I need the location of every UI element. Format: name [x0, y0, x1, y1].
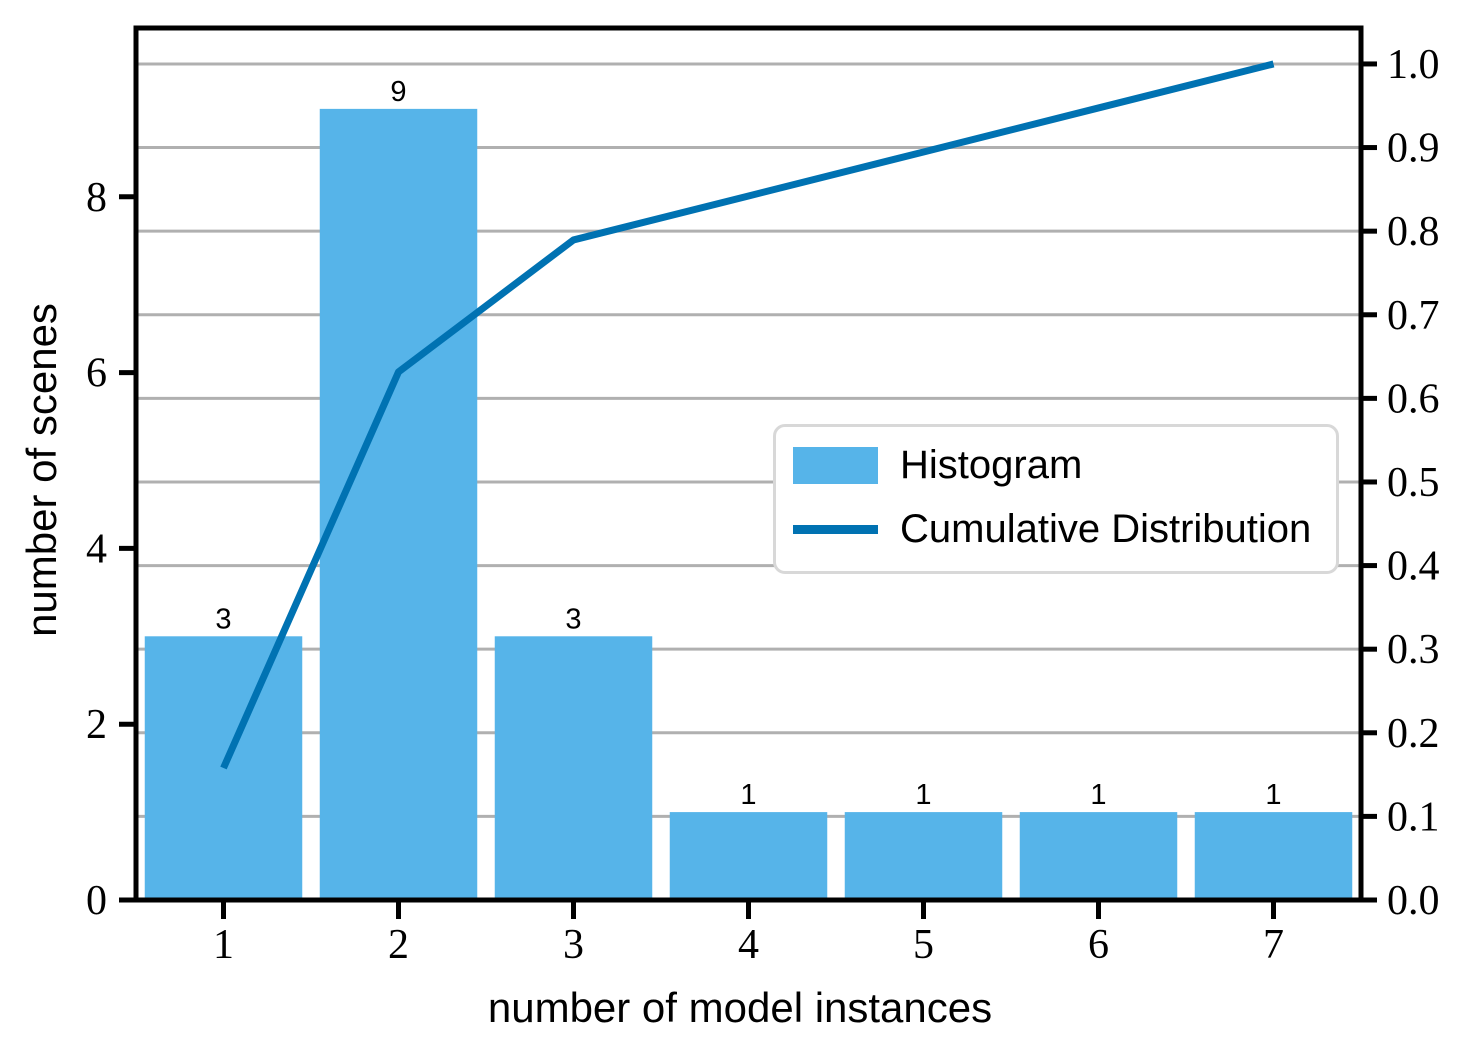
legend-item-histogram: Histogram [793, 433, 1336, 497]
x-tick-label: 1 [213, 922, 234, 968]
x-tick-label: 5 [913, 922, 934, 968]
y-tick-label-right: 0.2 [1387, 711, 1440, 757]
legend: Histogram Cumulative Distribution [773, 424, 1339, 574]
x-tick-label: 7 [1263, 922, 1284, 968]
x-axis: 1 2 3 4 5 6 7 [213, 900, 1284, 968]
y-tick-label-left: 4 [86, 526, 107, 572]
y-tick-label-left: 8 [86, 175, 107, 221]
y-tick-label-right: 0.5 [1387, 460, 1440, 506]
bar-value-label: 1 [1090, 779, 1106, 811]
y-axis-label: number of scenes [18, 303, 65, 637]
y-tick-label-right: 0.4 [1387, 544, 1440, 590]
bar-value-label: 3 [215, 603, 231, 635]
y-tick-label-right: 0.8 [1387, 209, 1440, 255]
bar [844, 812, 1003, 900]
y-tick-label-right: 0.1 [1387, 794, 1440, 840]
cumulative-line-swatch-icon [793, 524, 878, 534]
bar [494, 636, 653, 900]
legend-item-cumulative-distribution: Cumulative Distribution [793, 497, 1336, 561]
bar-value-label: 1 [740, 779, 756, 811]
bar [669, 812, 828, 900]
y-tick-label-left: 2 [86, 702, 107, 748]
y-tick-label-right: 0.0 [1387, 878, 1440, 924]
bar-value-label: 1 [1265, 779, 1281, 811]
bar [319, 108, 478, 900]
x-tick-label: 3 [563, 922, 584, 968]
bar-value-label: 1 [915, 779, 931, 811]
histogram-bars [144, 108, 1353, 900]
x-tick-label: 2 [388, 922, 409, 968]
y-tick-label-left: 0 [86, 878, 107, 924]
y-tick-label-left: 6 [86, 351, 107, 397]
x-axis-label: number of model instances [488, 984, 992, 1031]
histogram-swatch-icon [793, 446, 878, 484]
bar [1194, 812, 1353, 900]
cumulative-line [220, 60, 1275, 770]
x-tick-label: 6 [1088, 922, 1109, 968]
bar-value-label: 3 [565, 603, 581, 635]
bar-value-labels: 3 9 3 1 1 1 1 [215, 76, 1281, 811]
y-axis-left: 0 2 4 6 8 [86, 175, 136, 924]
bar [144, 636, 303, 900]
y-tick-label-right: 0.9 [1387, 126, 1440, 172]
legend-label-cumulative-distribution: Cumulative Distribution [900, 507, 1312, 551]
bar [1019, 812, 1178, 900]
y-tick-label-right: 1.0 [1387, 42, 1440, 88]
bar-value-label: 9 [390, 76, 406, 108]
y-tick-label-right: 0.6 [1387, 376, 1440, 422]
y-tick-label-right: 0.3 [1387, 627, 1440, 673]
legend-label-histogram: Histogram [900, 443, 1083, 487]
y-tick-label-right: 0.7 [1387, 293, 1440, 339]
x-tick-label: 4 [738, 922, 759, 968]
y-axis-right: 0.0 0.1 0.2 0.3 0.4 0.5 0.6 0.7 0.8 0.9 1.0 [1361, 42, 1440, 924]
